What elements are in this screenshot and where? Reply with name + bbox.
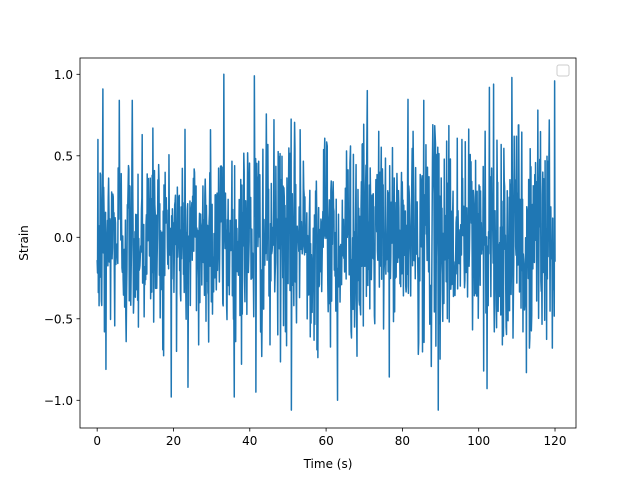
y-tick-label: −0.5 xyxy=(44,312,73,326)
y-axis-label: Strain xyxy=(17,225,31,261)
x-tick-label: 60 xyxy=(318,434,333,448)
series-line xyxy=(96,73,556,411)
plot-area xyxy=(79,57,577,429)
x-tick-label: 100 xyxy=(467,434,490,448)
x-tick-label: 120 xyxy=(544,434,567,448)
series-layer xyxy=(96,73,556,411)
x-axis-label: Time (s) xyxy=(303,457,353,471)
x-tick-label: 20 xyxy=(166,434,181,448)
y-tick-label: −1.0 xyxy=(44,394,73,408)
y-tick-label: 0.5 xyxy=(54,149,73,163)
x-axis: 0 20 40 60 80 100 120 xyxy=(93,428,566,448)
x-tick-label: 0 xyxy=(93,434,101,448)
y-tick-label: 0.0 xyxy=(54,231,73,245)
y-axis: −1.0 −0.5 0.0 0.5 1.0 xyxy=(44,68,80,408)
legend-box xyxy=(556,64,570,77)
x-tick-label: 40 xyxy=(242,434,257,448)
legend xyxy=(556,64,570,77)
y-tick-label: 1.0 xyxy=(54,68,73,82)
x-tick-label: 80 xyxy=(395,434,410,448)
axes-frame xyxy=(79,57,577,429)
